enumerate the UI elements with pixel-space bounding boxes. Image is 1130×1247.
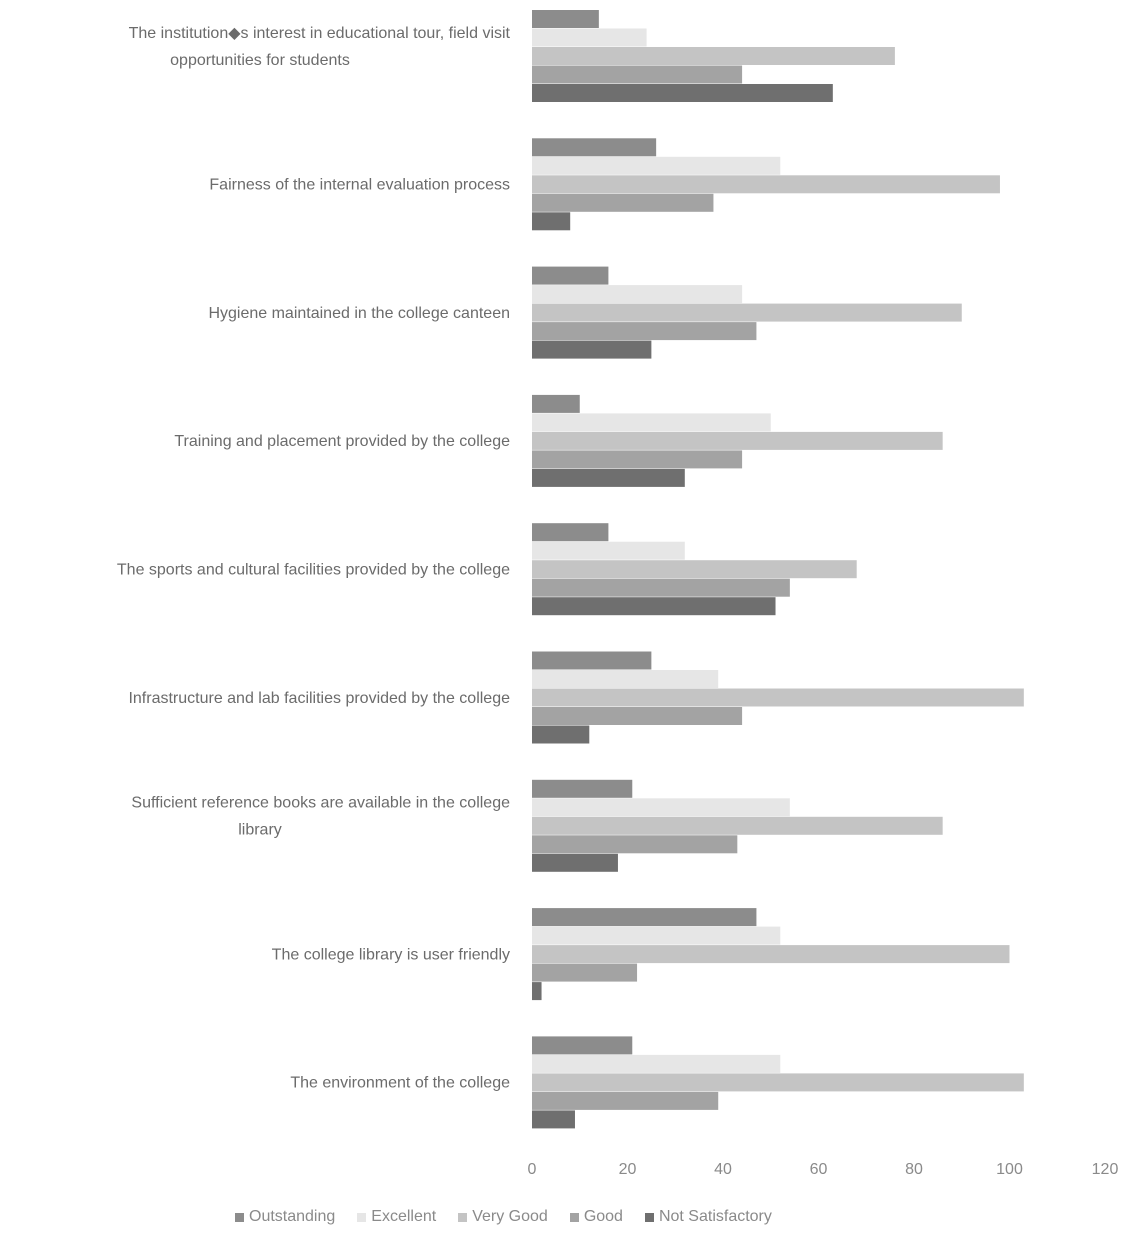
x-tick-label: 120 [1092,1161,1119,1178]
category-label: The college library is user friendly [272,946,510,963]
bar-very-good-2 [532,303,962,322]
bar-excellent-6 [532,798,790,817]
bar-not-satisfactory-7 [532,982,542,1001]
legend-label: Good [583,1208,623,1225]
bar-very-good-6 [532,816,943,835]
category-label: Fairness of the internal evaluation proc… [209,177,510,194]
bar-outstanding-2 [532,266,609,285]
bar-good-6 [532,835,738,854]
bar-excellent-2 [532,285,743,304]
legend-swatch [458,1212,468,1222]
bar-good-7 [532,963,638,982]
bar-outstanding-3 [532,394,580,413]
x-tick-label: 100 [996,1161,1023,1178]
x-tick-label: 0 [528,1161,537,1178]
legend-swatch [357,1212,367,1222]
legend-item: Not Satisfactory [644,1208,772,1226]
bar-not-satisfactory-5 [532,725,590,744]
legend-swatch [235,1212,244,1222]
bar-good-4 [532,578,790,597]
bar-very-good-5 [532,688,1024,707]
bar-good-8 [532,1091,719,1110]
bar-not-satisfactory-2 [532,340,652,359]
legend-label: Outstanding [249,1208,336,1225]
x-tick-label: 40 [714,1161,732,1178]
bar-excellent-7 [532,926,781,945]
bar-outstanding-7 [532,908,757,927]
bar-very-good-8 [532,1073,1024,1092]
bar-good-3 [532,450,743,469]
bar-very-good-3 [532,431,943,450]
bar-not-satisfactory-0 [532,84,833,102]
bar-outstanding-4 [532,523,609,542]
legend-item: Excellent [357,1208,436,1226]
legend-label: Very Good [472,1208,548,1225]
bar-not-satisfactory-8 [532,1110,575,1129]
x-tick-label: 20 [619,1161,637,1178]
category-label: The institution◆s interest in educationa… [129,25,511,69]
legend-item: Very Good [458,1208,548,1226]
category-label: The sports and cultural facilities provi… [117,561,510,578]
category-label: Sufficient reference books are available… [131,795,510,839]
legend-label: Excellent [371,1208,437,1225]
bar-very-good-1 [532,175,1000,194]
bar-good-2 [532,322,757,341]
bar-excellent-8 [532,1054,781,1073]
bar-excellent-1 [532,156,781,175]
bar-not-satisfactory-6 [532,853,618,872]
bar-excellent-5 [532,670,719,688]
category-label: Infrastructure and lab facilities provid… [128,690,510,707]
bar-very-good-7 [532,945,1010,964]
bar-outstanding-0 [532,10,599,28]
bar-good-0 [532,65,743,84]
bar-outstanding-5 [532,651,652,670]
bar-excellent-4 [532,541,685,560]
bar-good-1 [532,193,714,212]
bar-outstanding-6 [532,779,633,798]
bar-excellent-3 [532,413,771,432]
legend-item: Good [569,1208,623,1226]
bar-good-5 [532,707,743,725]
bar-very-good-0 [532,47,895,65]
category-label: Hygiene maintained in the college cantee… [208,305,510,322]
bar-very-good-4 [532,560,857,579]
x-tick-label: 60 [810,1161,828,1178]
legend-item: Outstanding [235,1208,335,1226]
category-label: Training and placement provided by the c… [174,433,510,450]
legend-swatch [644,1212,654,1222]
bar-outstanding-8 [532,1036,633,1055]
bar-excellent-0 [532,28,647,47]
legend-label: Not Satisfactory [658,1208,772,1225]
bar-outstanding-1 [532,138,657,157]
bar-not-satisfactory-1 [532,212,571,231]
category-label: The environment of the college [290,1075,510,1092]
bar-not-satisfactory-4 [532,597,776,616]
bar-not-satisfactory-3 [532,468,685,487]
legend: Outstanding Excellent Very Good Good Not Sat… [235,1208,772,1226]
x-tick-label: 80 [905,1161,923,1178]
legend-swatch [569,1212,579,1222]
